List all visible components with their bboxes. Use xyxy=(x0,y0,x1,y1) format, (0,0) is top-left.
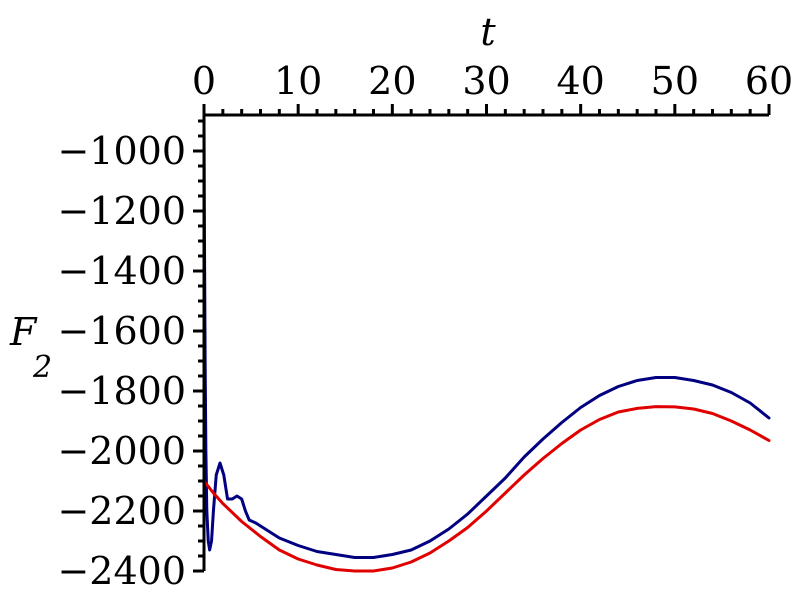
y-tick-label: −1000 xyxy=(57,129,186,173)
y-axis-title: F 2 xyxy=(9,310,52,385)
y-tick-label: −1200 xyxy=(57,189,186,233)
y-tick-label: −1800 xyxy=(57,369,186,413)
series-line-1 xyxy=(202,113,771,559)
y-axis-title-main: F xyxy=(9,310,38,354)
series-layer xyxy=(202,113,771,573)
x-tick-label: 10 xyxy=(274,59,322,103)
y-axis-title-subscript: 2 xyxy=(32,350,52,385)
x-tick-label: 40 xyxy=(556,59,604,103)
x-tick-label: 50 xyxy=(651,59,699,103)
x-tick-label: 20 xyxy=(368,59,416,103)
y-tick-label: −2400 xyxy=(57,549,186,593)
x-tick-label: 0 xyxy=(192,59,216,103)
x-axis-ticks: 0 10 20 30 40 50 60 xyxy=(192,59,793,115)
series-line-2 xyxy=(202,405,771,573)
x-tick-label: 30 xyxy=(462,59,510,103)
y-tick-label: −1400 xyxy=(57,249,186,293)
y-axis-ticks: −1000 −1200 −1400 −1600 −1800 −2000 −2200 −2400 xyxy=(57,119,204,593)
x-tick-label: 60 xyxy=(745,59,793,103)
y-tick-label: −1600 xyxy=(57,309,186,353)
x-axis-title: t xyxy=(480,10,496,54)
y-tick-label: −2200 xyxy=(57,489,186,533)
y-tick-label: −2000 xyxy=(57,429,186,473)
